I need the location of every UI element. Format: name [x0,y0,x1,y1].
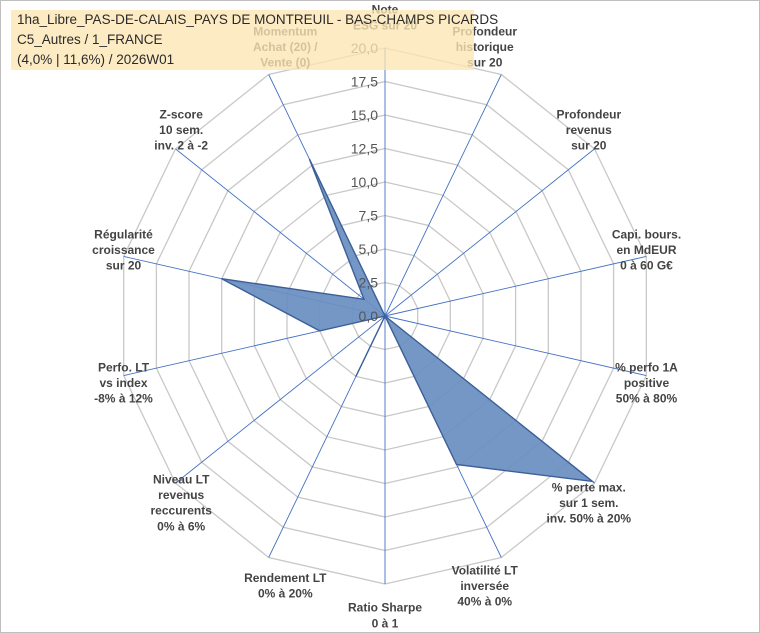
series-area [221,158,595,483]
axis-label-line: inv. 50% à 20% [547,512,632,526]
axis-label: Niveau LT revenus reccurents 0% à 6% [151,473,213,534]
axis-label-line: Régularité [94,227,153,241]
axis-label: Perfo. LT vs index -8% à 12% [94,360,153,405]
axis-label-line: sur 1 sem. [559,496,618,510]
tick-label: 10,0 [351,174,378,190]
axis-label-line: 10 sem. [159,123,203,137]
axis-spoke [384,74,502,317]
tick-label: 15,0 [351,107,378,123]
axis-label-line: sur 20 [467,56,503,70]
chart-title-box [11,10,474,70]
axis-spoke [384,315,647,377]
axis-label-line: Profondeur [556,108,621,122]
axis-label-line: Perfo. LT [98,360,150,374]
axis-label: Rendement LT 0% à 20% [244,571,327,601]
axis-label-line: en MdEUR [617,243,677,257]
axis-spoke [384,148,595,317]
axis-label-line: 50% à 80% [616,392,678,406]
tick-label: 12,5 [351,141,378,157]
axis-label: % perfo 1A positive 50% à 80% [615,360,678,405]
axis-label: Ratio Sharpe 0 à 1 [348,601,422,631]
axis-label: % perte max. sur 1 sem. inv. 50% à 20% [547,480,632,525]
chart-title-line1: 1ha_Libre_PAS-DE-CALAIS_PAYS DE MONTREUI… [17,12,499,27]
chart-title-line2: C5_Autres / 1_FRANCE [17,32,163,47]
axis-label-line: 0% à 6% [157,519,205,533]
axis-label: Régularité croissance sur 20 [92,227,155,272]
axis-label-line: inv. 2 à -2 [154,139,208,153]
tick-label: 2,5 [359,275,379,291]
axis-label-line: Niveau LT [153,473,210,487]
axis-label-line: revenus [566,123,612,137]
axis-spoke [175,148,386,317]
axis-label-line: inversée [460,579,509,593]
axis-label-line: croissance [92,243,155,257]
tick-label: 7,5 [359,208,379,224]
axis-label-line: Rendement LT [244,571,327,585]
axis-label-line: % perfo 1A [615,360,678,374]
axis-label-line: Ratio Sharpe [348,601,422,615]
axis-label-line: 0% à 20% [258,587,313,601]
axis-label-line: sur 20 [106,259,142,273]
axis-label: Capi. bours. en MdEUR 0 à 60 G€ [612,227,681,272]
axis-label-line: 0 à 1 [372,616,399,630]
axis-label-line: vs index [99,376,147,390]
tick-label: 17,5 [351,74,378,90]
axis-label-line: Capi. bours. [612,227,681,241]
axis-label-line: positive [624,376,670,390]
axis-label: Volatilité LT inversée 40% à 0% [452,563,519,608]
axis-spoke [175,315,386,484]
tick-label: 0,0 [359,308,379,324]
series [221,158,595,483]
radial-tick-labels: 0,02,55,07,510,012,515,017,520,0 [351,40,378,324]
axis-label: Profondeur revenus sur 20 [556,108,621,153]
axis-label-line: Volatilité LT [452,563,519,577]
axis-label: Z-score 10 sem. inv. 2 à -2 [154,108,208,153]
axis-label-line: Z-score [160,108,204,122]
chart-title-line3: (4,0% | 11,6%) / 2026W01 [17,52,175,67]
tick-label: 5,0 [359,241,379,257]
axis-label-line: sur 20 [571,139,607,153]
axis-label-line: % perte max. [552,480,626,494]
axis-label-line: 0 à 60 G€ [620,259,673,273]
axis-label-line: -8% à 12% [94,392,153,406]
axis-label-line: reccurents [151,504,213,518]
axis-label-line: revenus [158,488,204,502]
axis-label-line: 40% à 0% [457,595,512,609]
axis-spoke [384,255,647,317]
